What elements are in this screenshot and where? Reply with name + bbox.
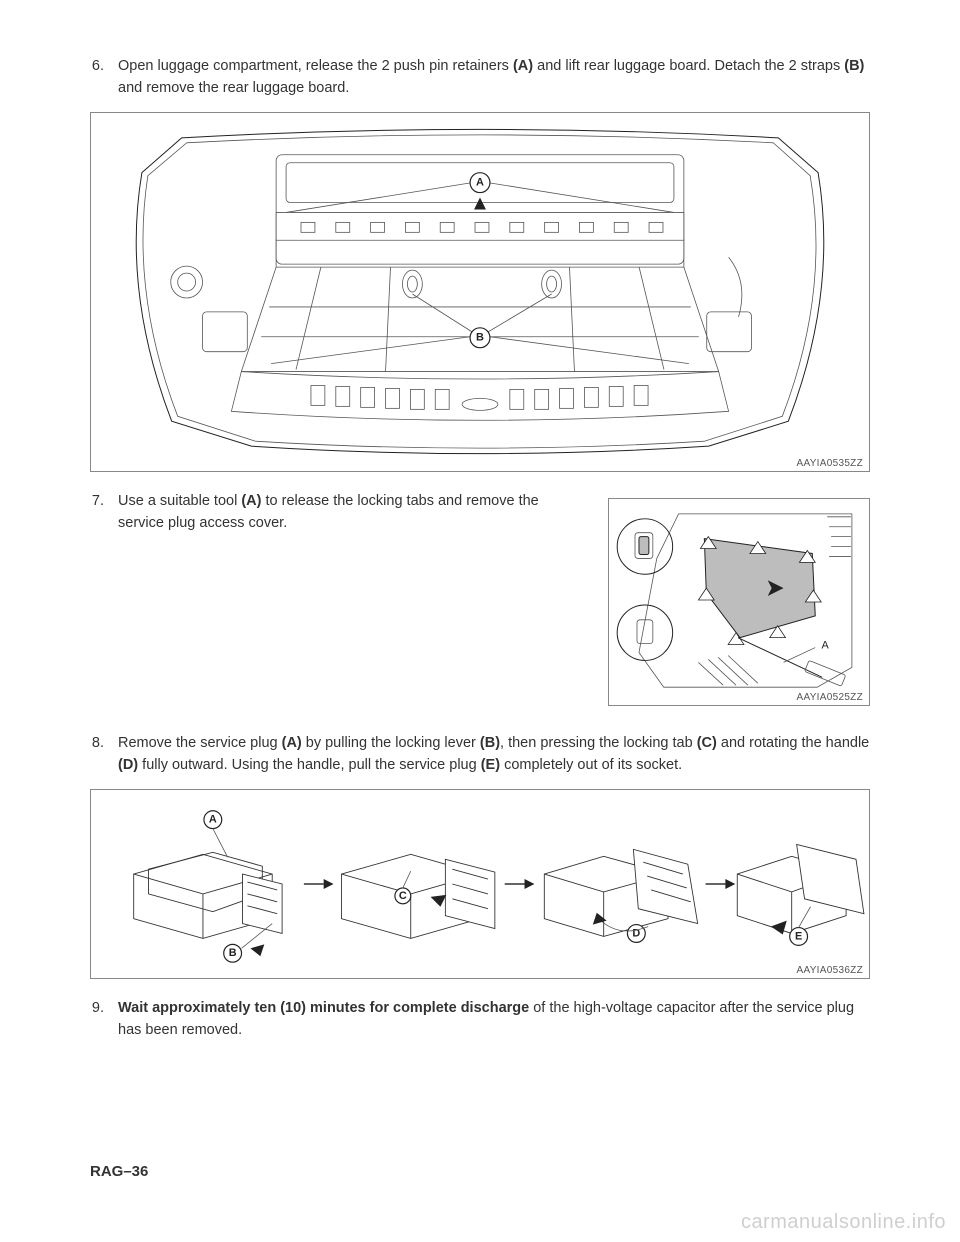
step-6-bold-b: (B) <box>844 58 864 74</box>
step-8-number: 8. <box>90 732 118 777</box>
s8a: Remove the service plug <box>118 735 282 751</box>
s8be: (E) <box>481 757 500 773</box>
s8f: completely out of its socket. <box>500 757 682 773</box>
figure-3-callout-a: A <box>209 814 217 826</box>
figure-2-label: AAYIA0525ZZ <box>797 692 863 703</box>
figure-1-callout-a: A <box>476 177 484 189</box>
watermark: carmanualsonline.info <box>741 1211 946 1234</box>
figure-2: A AAYIA0525ZZ <box>608 498 870 706</box>
step-7-number: 7. <box>90 490 118 535</box>
step-7: 7. Use a suitable tool (A) to release th… <box>90 490 550 535</box>
step-6-text: Open luggage compartment, release the 2 … <box>118 55 870 100</box>
figure-3: A B C D <box>90 789 870 979</box>
figure-1: A B AAYIA0535ZZ <box>90 112 870 472</box>
s8d: and rotating the handle <box>717 735 869 751</box>
step-9-text: Wait approximately ten (10) minutes for … <box>118 997 870 1042</box>
s8bb: (B) <box>480 735 500 751</box>
step-8: 8. Remove the service plug (A) by pullin… <box>90 732 870 777</box>
page-number: RAG–36 <box>90 1163 148 1180</box>
step-9-bold: Wait approximately ten (10) minutes for … <box>118 1000 529 1016</box>
figure-2-callout-a: A <box>822 640 830 652</box>
step-9: 9. Wait approximately ten (10) minutes f… <box>90 997 870 1042</box>
figure-3-label: AAYIA0536ZZ <box>797 965 863 976</box>
figure-3-callout-b: B <box>229 947 237 959</box>
s8bc: (C) <box>697 735 717 751</box>
figure-3-callout-c: C <box>399 890 407 902</box>
s8bd: (D) <box>118 757 138 773</box>
step-9-number: 9. <box>90 997 118 1042</box>
step-7-bold-a: (A) <box>241 493 261 509</box>
step-6-text-a: Open luggage compartment, release the 2 … <box>118 58 513 74</box>
s8e: fully outward. Using the handle, pull th… <box>138 757 481 773</box>
s8c: , then pressing the locking tab <box>500 735 697 751</box>
step-6-number: 6. <box>90 55 118 100</box>
s8b: by pulling the locking lever <box>302 735 480 751</box>
step-7-text: Use a suitable tool (A) to release the l… <box>118 490 550 535</box>
figure-1-callout-b: B <box>476 332 484 344</box>
step-6: 6. Open luggage compartment, release the… <box>90 55 870 100</box>
step-6-text-b: and lift rear luggage board. Detach the … <box>533 58 844 74</box>
step-8-text: Remove the service plug (A) by pulling t… <box>118 732 870 777</box>
figure-3-callout-e: E <box>795 930 802 942</box>
s8ba: (A) <box>282 735 302 751</box>
step-6-text-c: and remove the rear luggage board. <box>118 80 349 96</box>
step-6-bold-a: (A) <box>513 58 533 74</box>
figure-1-label: AAYIA0535ZZ <box>797 458 863 469</box>
step-7-text-a: Use a suitable tool <box>118 493 241 509</box>
